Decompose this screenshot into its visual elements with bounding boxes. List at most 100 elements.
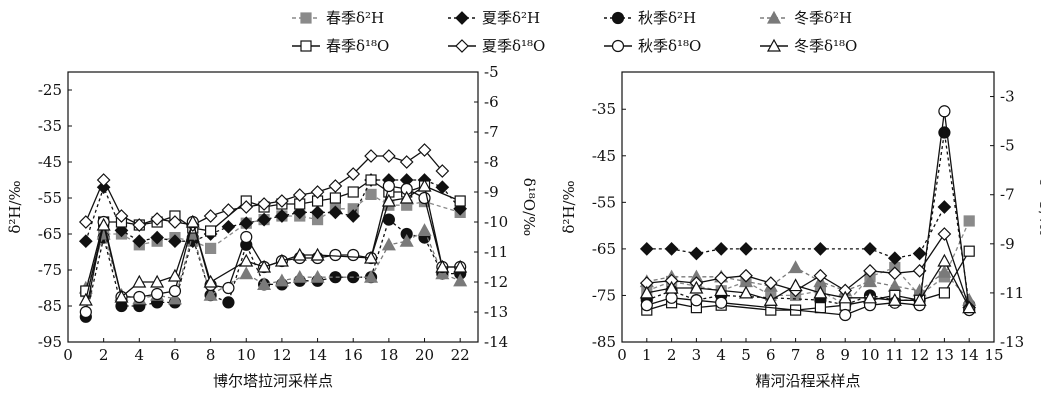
data-point xyxy=(937,200,952,214)
data-point xyxy=(435,164,450,178)
data-point xyxy=(328,205,343,220)
data-point xyxy=(239,253,254,267)
data-point xyxy=(150,212,164,226)
data-point xyxy=(96,173,111,187)
data-point xyxy=(132,234,147,249)
data-point xyxy=(813,268,828,283)
y2-tick-label: -13 xyxy=(1000,333,1024,351)
data-point xyxy=(739,268,753,283)
legend-label: 春季δ²H xyxy=(326,9,384,27)
data-point xyxy=(257,259,272,273)
data-point xyxy=(639,242,654,256)
series-line xyxy=(646,220,970,306)
chart-jinghe-river: 0 1 2 3 4 5 6 7 8 9 10 11 12 13 14 15-35-45-55-65-75-85… xyxy=(560,71,1041,390)
data-point xyxy=(292,247,307,261)
x-tick-label: 8 xyxy=(816,346,826,364)
x-tick-label: 1 xyxy=(642,346,652,364)
data-point xyxy=(714,242,729,256)
y-tick-label: -95 xyxy=(38,333,62,351)
x-tick-label: 12 xyxy=(910,346,929,364)
legend-label: 冬季δ¹⁸O xyxy=(794,37,857,55)
data-point xyxy=(838,290,853,304)
data-point xyxy=(346,209,361,223)
y-tick-label: -35 xyxy=(38,117,62,135)
legend-entry: 秋季δ²H xyxy=(604,9,696,27)
legend-marker xyxy=(766,10,782,24)
data-point xyxy=(381,193,396,207)
data-point xyxy=(689,246,704,261)
data-point xyxy=(205,225,217,237)
y-tick-label: -55 xyxy=(592,193,616,211)
legend-marker xyxy=(455,39,469,53)
plot-frame xyxy=(621,71,995,343)
data-point xyxy=(763,293,778,306)
y2-tick-label: -7 xyxy=(1000,186,1015,204)
data-point xyxy=(222,296,235,309)
legend-label: 夏季δ¹⁸O xyxy=(482,37,545,55)
y2-axis-label: δ¹⁸O/‰ xyxy=(520,178,538,237)
data-point xyxy=(689,280,704,294)
legend-entry: 夏季δ²H xyxy=(448,9,540,27)
data-point xyxy=(839,308,852,322)
x-tick-label: 5 xyxy=(741,346,751,364)
x-tick-label: 10 xyxy=(237,346,256,364)
y-tick-label: -85 xyxy=(38,297,62,315)
x-tick-label: 4 xyxy=(716,346,726,364)
y2-tick-label: -3 xyxy=(1000,88,1015,106)
series xyxy=(78,178,468,306)
data-point xyxy=(274,273,289,287)
x-tick-label: 7 xyxy=(791,346,801,364)
series-line xyxy=(646,132,970,306)
data-point xyxy=(813,285,828,299)
data-point xyxy=(364,250,379,264)
data-point xyxy=(937,264,952,278)
data-point xyxy=(664,280,679,294)
data-point xyxy=(399,190,414,204)
data-point xyxy=(435,259,450,273)
data-point xyxy=(96,180,111,195)
series-line xyxy=(85,179,461,242)
data-point xyxy=(863,242,877,256)
legend-marker xyxy=(300,40,312,52)
y-tick-label: -55 xyxy=(38,189,62,207)
legend: 春季δ²H 夏季δ²H 秋季δ²H 冬季δ²H 春季δ¹⁸O 夏季δ¹⁸O 秋季δ¹⁸O 冬季… xyxy=(292,9,857,55)
data-point xyxy=(132,218,147,232)
data-point xyxy=(221,203,236,217)
y-tick-label: -65 xyxy=(38,225,62,243)
data-point xyxy=(292,188,307,202)
x-tick-label: 14 xyxy=(308,346,327,364)
data-point xyxy=(310,185,325,199)
x-tick-label: 4 xyxy=(135,346,145,364)
data-point xyxy=(168,234,182,249)
y2-tick-label: -12 xyxy=(484,273,508,291)
data-point xyxy=(78,215,93,229)
data-point xyxy=(292,269,307,283)
series xyxy=(639,253,977,314)
data-point xyxy=(222,281,235,295)
data-point xyxy=(365,174,377,186)
y2-tick-label: -14 xyxy=(484,333,508,351)
data-point xyxy=(417,143,432,157)
data-point xyxy=(328,179,343,193)
data-point xyxy=(239,216,254,231)
data-point xyxy=(240,230,253,244)
data-point xyxy=(454,195,466,207)
series xyxy=(639,200,952,266)
data-point xyxy=(329,192,341,204)
data-point xyxy=(763,276,778,290)
data-point xyxy=(114,289,129,303)
data-point xyxy=(738,285,754,299)
data-point xyxy=(739,242,753,256)
data-point xyxy=(435,266,450,280)
data-point xyxy=(938,287,951,299)
data-point xyxy=(399,233,414,247)
data-point xyxy=(364,269,379,283)
data-point xyxy=(96,217,111,231)
y-tick-label: -65 xyxy=(592,240,616,258)
x-tick-label: 0 xyxy=(63,346,73,364)
data-point xyxy=(205,242,217,254)
data-point xyxy=(275,194,289,208)
data-point xyxy=(274,253,289,267)
series-line xyxy=(646,206,945,259)
legend-marker xyxy=(611,39,625,53)
